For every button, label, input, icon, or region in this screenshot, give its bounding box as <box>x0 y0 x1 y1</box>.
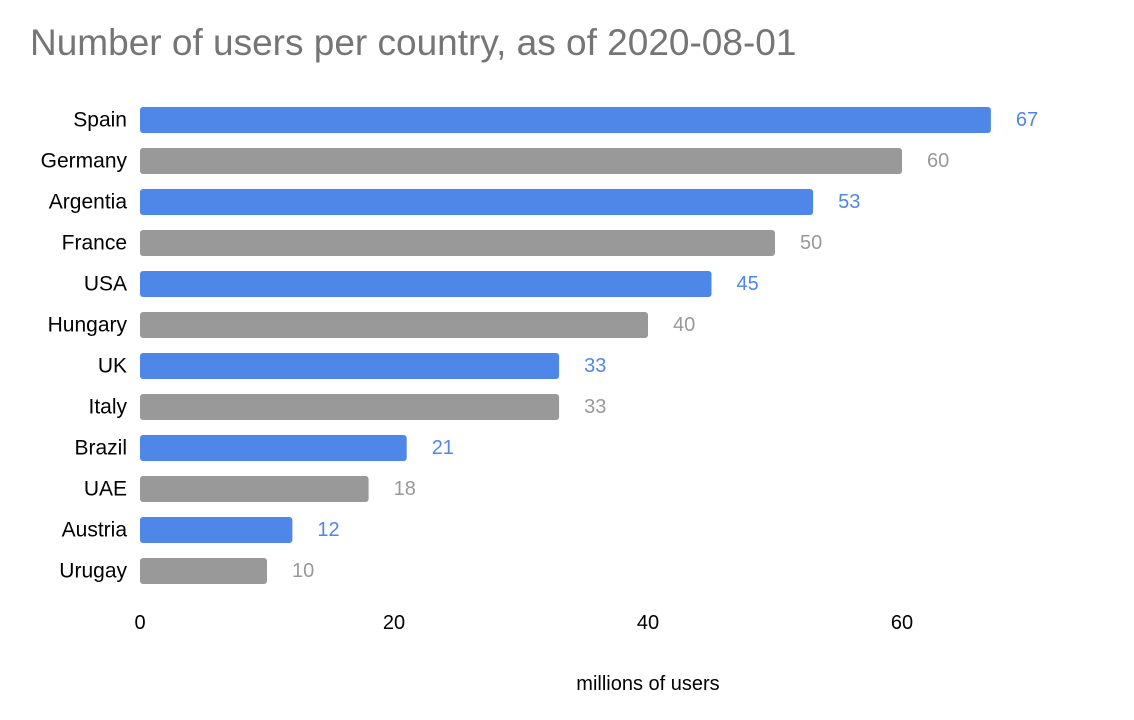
category-label-uk: UK <box>98 355 127 378</box>
value-label-italy: 33 <box>584 396 606 418</box>
value-label-brazil: 21 <box>432 437 454 459</box>
bar-hungary <box>140 312 648 338</box>
x-axis-ticks: 0 20 40 60 <box>134 612 913 634</box>
x-tick-label: 60 <box>891 612 913 634</box>
category-label-brazil: Brazil <box>74 437 127 460</box>
category-label-austria: Austria <box>62 519 128 542</box>
bar-italy <box>140 394 560 420</box>
category-label-spain: Spain <box>73 109 127 132</box>
bars-layer <box>140 107 991 584</box>
value-label-austria: 12 <box>317 519 339 541</box>
bar-argentia <box>140 189 814 215</box>
value-label-hungary: 40 <box>673 314 695 336</box>
chart-title: Number of users per country, as of 2020-… <box>30 22 797 63</box>
category-label-hungary: Hungary <box>48 314 128 337</box>
bar-spain <box>140 107 991 133</box>
bar-austria <box>140 517 293 543</box>
category-label-usa: USA <box>84 273 127 296</box>
x-tick-label: 20 <box>383 612 405 634</box>
category-label-france: France <box>62 232 127 255</box>
bar-uae <box>140 476 369 502</box>
bar-uk <box>140 353 560 379</box>
value-label-usa: 45 <box>737 273 759 295</box>
value-label-uk: 33 <box>584 355 606 377</box>
bar-france <box>140 230 775 256</box>
bar-brazil <box>140 435 407 461</box>
x-tick-label: 40 <box>637 612 659 634</box>
category-label-italy: Italy <box>88 396 127 419</box>
bar-usa <box>140 271 712 297</box>
value-label-uae: 18 <box>394 478 416 500</box>
x-axis-title: millions of users <box>576 673 719 695</box>
category-label-uae: UAE <box>84 478 127 501</box>
category-label-argentia: Argentia <box>49 191 128 214</box>
value-label-argentia: 53 <box>838 191 860 213</box>
value-label-spain: 67 <box>1016 109 1038 131</box>
bar-urugay <box>140 558 267 584</box>
category-label-urugay: Urugay <box>59 560 127 583</box>
value-label-france: 50 <box>800 232 822 254</box>
value-label-urugay: 10 <box>292 560 314 582</box>
labels-layer: Spain 67 Germany 60 Argentia 53 France 50 USA 45 H… <box>41 109 1039 583</box>
value-label-germany: 60 <box>927 150 949 172</box>
x-tick-label: 0 <box>134 612 145 634</box>
category-label-germany: Germany <box>41 150 128 173</box>
bar-germany <box>140 148 902 174</box>
